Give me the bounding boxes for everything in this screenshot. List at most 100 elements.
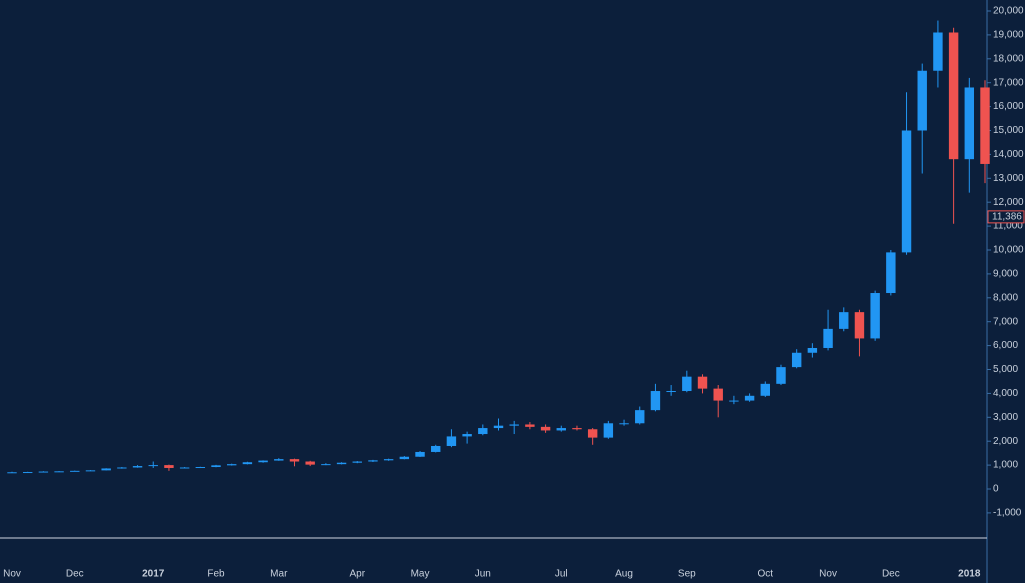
candle-body — [603, 423, 614, 438]
x-tick-label: Mar — [270, 569, 288, 580]
candle-body — [556, 428, 566, 431]
candle-body — [666, 391, 676, 393]
candle-body — [462, 434, 472, 437]
y-tick-label: 13,000 — [993, 173, 1024, 184]
candle-body — [85, 470, 96, 472]
y-tick-label: -1,000 — [993, 508, 1022, 519]
candle-body — [54, 471, 64, 473]
candle-body — [415, 451, 425, 457]
candle-body — [901, 130, 912, 253]
candle-body — [179, 467, 190, 469]
y-tick-label: 15,000 — [993, 125, 1024, 136]
y-tick-label: 3,000 — [993, 412, 1018, 423]
candle-body — [572, 428, 582, 430]
candle-body — [587, 429, 598, 438]
candle-body — [117, 467, 127, 469]
candle-body — [791, 352, 802, 368]
y-tick-label: 10,000 — [993, 245, 1024, 256]
candle-body — [854, 312, 865, 339]
candle-body — [635, 410, 645, 424]
candle-body — [619, 423, 629, 425]
candle-body — [964, 87, 975, 160]
candle-body — [760, 383, 770, 396]
candle-body — [478, 428, 488, 435]
candle-body — [933, 32, 943, 71]
y-tick-label: 12,000 — [993, 197, 1024, 208]
y-tick-label: 17,000 — [993, 77, 1024, 88]
candle-body — [509, 424, 519, 426]
y-tick-label: 1,000 — [993, 460, 1018, 471]
price-marker-box — [987, 210, 1025, 224]
candle-body — [917, 70, 927, 131]
y-tick-label: 0 — [993, 484, 999, 495]
y-tick-label: 7,000 — [993, 316, 1018, 327]
candle-body — [399, 456, 410, 460]
candle-body — [305, 461, 315, 465]
candle-body — [650, 391, 661, 411]
candle-body — [525, 424, 535, 427]
candle-body — [886, 252, 896, 294]
x-tick-label: Jul — [555, 569, 568, 580]
candle-body — [164, 465, 174, 468]
candle-body — [870, 293, 880, 339]
x-tick-label: Dec — [66, 569, 84, 580]
candle-body — [948, 32, 959, 160]
candle-body — [776, 367, 786, 384]
candle-body — [368, 460, 378, 462]
y-tick-label: 2,000 — [993, 436, 1018, 447]
y-tick-label: 5,000 — [993, 364, 1018, 375]
candle-body — [274, 459, 284, 461]
y-tick-label: 11,000 — [993, 221, 1023, 232]
candle-body — [744, 395, 755, 401]
y-tick-label: 9,000 — [993, 269, 1018, 280]
x-tick-label: Feb — [207, 569, 225, 580]
candle-body — [195, 467, 206, 469]
x-tick-label: Dec — [882, 569, 900, 580]
candle-body — [383, 459, 394, 461]
candle-body — [980, 87, 990, 164]
candle-body — [227, 464, 237, 466]
candle-body — [729, 400, 739, 402]
candle-body — [713, 388, 723, 401]
candle-body — [211, 465, 221, 468]
candle-body — [101, 468, 111, 471]
candle-body — [540, 426, 551, 431]
y-tick-label: 20,000 — [993, 6, 1024, 17]
candle-body — [7, 472, 17, 474]
candle-body — [38, 471, 49, 473]
x-tick-label: Apr — [349, 569, 365, 580]
candle-body — [289, 459, 300, 462]
x-tick-label: Jun — [475, 569, 491, 580]
candle-body — [336, 462, 347, 465]
candle-body — [242, 462, 253, 465]
candle-body — [148, 465, 158, 467]
x-tick-label: Nov — [819, 569, 837, 580]
candle-body — [839, 312, 849, 329]
x-tick-label: Aug — [615, 569, 633, 580]
x-tick-label: 2017 — [142, 569, 165, 580]
candle-body — [431, 445, 441, 452]
y-tick-label: 18,000 — [993, 53, 1024, 64]
x-tick-label: Sep — [678, 569, 696, 580]
candle-body — [22, 472, 33, 474]
candle-body — [682, 376, 692, 392]
candle-body — [446, 436, 457, 446]
x-tick-label: 2018 — [958, 569, 981, 580]
y-tick-label: 4,000 — [993, 388, 1018, 399]
y-tick-label: 19,000 — [993, 30, 1024, 41]
candle-body — [258, 460, 268, 463]
y-tick-label: 6,000 — [993, 340, 1018, 351]
x-tick-label: May — [411, 569, 430, 580]
candle-body — [697, 376, 708, 389]
candle-body — [493, 425, 504, 429]
candle-body — [352, 461, 362, 463]
y-tick-label: 16,000 — [993, 101, 1024, 112]
candle-body — [321, 464, 331, 466]
price-marker-label: 11,386 — [992, 212, 1022, 223]
x-tick-label: Nov — [3, 569, 21, 580]
candle-body — [132, 466, 143, 468]
x-tick-label: Oct — [758, 569, 774, 580]
